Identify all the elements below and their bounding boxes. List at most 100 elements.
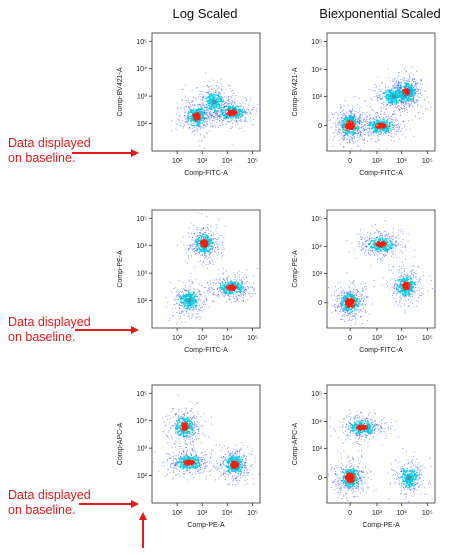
x-tick-label: 10⁴ — [396, 510, 407, 517]
y-tick-label: 0 — [318, 475, 322, 482]
scatter-plot-log-apc-pe: 10² 10³ 10⁴ 10⁵ 10² 10³ 10⁴ 10⁵ Comp-PE-A Comp-AP… — [117, 384, 261, 529]
dot-cloud — [171, 72, 259, 149]
population-1 — [229, 285, 234, 290]
y-tick-label: 10⁵ — [311, 391, 322, 398]
x-tick-label: 10³ — [372, 335, 383, 342]
x-tick-label: 10⁵ — [422, 510, 433, 517]
column-header-log: Log Scaled — [172, 6, 238, 21]
population-1 — [360, 425, 365, 430]
y-tick-label: 10⁵ — [136, 39, 147, 46]
population-2 — [403, 283, 409, 289]
plot-frame — [151, 32, 261, 152]
x-tick-label: 10³ — [197, 335, 208, 342]
x-tick-label: 10⁵ — [247, 510, 258, 517]
y-tick-label: 10⁵ — [136, 391, 147, 398]
plot-frame — [326, 384, 436, 504]
x-axis-label: Comp-PE-A — [362, 522, 400, 529]
annotation-line1: Data displayed — [8, 136, 91, 150]
population-2 — [403, 89, 409, 95]
baseline-annotation-2: Data displayed on baseline. — [8, 315, 91, 345]
x-tick-label: 10⁵ — [247, 335, 258, 342]
annotation-line1: Data displayed — [8, 315, 91, 329]
population-0 — [194, 114, 199, 119]
population-0 — [347, 475, 353, 480]
y-axis-label: Comp-APC-A — [117, 422, 124, 465]
annotation-line2: on baseline. — [8, 330, 76, 344]
plot-frame — [151, 384, 261, 504]
x-tick-label: 10³ — [372, 510, 383, 517]
x-tick-label: 10³ — [197, 510, 208, 517]
y-tick-label: 10⁴ — [136, 66, 147, 73]
scatter-plot-log-pe-fitc: 10² 10³ 10⁴ 10⁵ 10² 10³ 10⁴ 10⁵ Comp-FITC-A Comp-… — [117, 209, 261, 354]
plot-frame — [326, 209, 436, 329]
scatter-plot-biex-pe-fitc: 0 10³ 10⁴ 10⁵ 0 10³ 10⁴ 10⁵ Comp-FITC-A Comp-PE-A — [292, 209, 436, 354]
x-axis-label: Comp-FITC-A — [184, 347, 228, 354]
y-axis-label: Comp-BV421-A — [292, 67, 299, 116]
y-tick-label: 10³ — [137, 271, 148, 278]
x-tick-label: 0 — [348, 335, 352, 342]
x-tick-label: 10² — [172, 335, 183, 342]
annotation-line1: Data displayed — [8, 488, 91, 502]
y-tick-label: 10⁴ — [136, 243, 147, 250]
y-tick-label: 10² — [137, 121, 148, 128]
x-tick-label: 10⁵ — [422, 158, 433, 165]
population-0 — [202, 241, 207, 246]
y-tick-label: 10³ — [137, 446, 148, 453]
x-tick-label: 10⁵ — [247, 158, 258, 165]
scatter-plot-biex-apc-pe: 0 10³ 10⁴ 10⁵ 0 10³ 10⁴ 10⁵ Comp-PE-A Comp-APC-A — [292, 384, 436, 529]
column-header-biexponential: Biexponential Scaled — [319, 6, 441, 21]
y-tick-label: 10⁴ — [311, 419, 322, 426]
x-tick-label: 10³ — [197, 158, 208, 165]
x-tick-label: 10⁵ — [422, 335, 433, 342]
x-tick-label: 10⁴ — [222, 158, 233, 165]
population-3 — [391, 94, 397, 99]
plot-frame — [326, 32, 436, 152]
population-2 — [186, 298, 192, 303]
population-0 — [347, 123, 353, 128]
y-axis-label: Comp-PE-A — [117, 250, 124, 288]
population-2 — [407, 475, 412, 480]
x-tick-label: 10⁴ — [396, 158, 407, 165]
x-tick-label: 10² — [172, 158, 183, 165]
y-tick-label: 10² — [137, 473, 148, 480]
population-1 — [186, 460, 192, 465]
y-tick-label: 10³ — [312, 94, 323, 101]
y-tick-label: 10⁵ — [311, 216, 322, 223]
x-tick-label: 0 — [348, 158, 352, 165]
y-tick-label: 10⁵ — [136, 216, 147, 223]
y-tick-label: 0 — [318, 300, 322, 307]
population-1 — [378, 242, 384, 247]
scatter-plot-log-bv421-fitc: 10² 10³ 10⁴ 10⁵ 10² 10³ 10⁴ 10⁵ Comp-FITC-A Comp-… — [117, 32, 261, 177]
x-tick-label: 10³ — [372, 158, 383, 165]
y-tick-label: 10³ — [312, 446, 323, 453]
annotation-line2: on baseline. — [8, 151, 76, 165]
y-tick-label: 10⁴ — [136, 418, 147, 425]
x-axis-label: Comp-PE-A — [187, 522, 225, 529]
population-2 — [212, 100, 217, 105]
plot-frame — [151, 209, 261, 329]
y-tick-label: 10⁵ — [311, 39, 322, 46]
x-tick-label: 10⁴ — [222, 510, 233, 517]
y-tick-label: 10³ — [137, 94, 148, 101]
y-tick-label: 10⁴ — [311, 67, 322, 74]
x-tick-label: 10² — [172, 510, 183, 517]
annotation-line2: on baseline. — [8, 503, 76, 517]
population-1 — [229, 110, 234, 115]
x-tick-label: 10⁴ — [396, 335, 407, 342]
y-tick-label: 0 — [318, 123, 322, 130]
y-axis-label: Comp-BV421-A — [117, 67, 124, 116]
population-2 — [232, 462, 238, 467]
population-1 — [378, 123, 384, 128]
population-0 — [182, 424, 187, 429]
baseline-annotation-3: Data displayed on baseline. — [8, 488, 91, 518]
y-tick-label: 10³ — [312, 271, 323, 278]
x-axis-label: Comp-FITC-A — [359, 347, 403, 354]
y-axis-label: Comp-PE-A — [292, 250, 299, 288]
x-tick-label: 0 — [348, 510, 352, 517]
baseline-annotation-1: Data displayed on baseline. — [8, 136, 91, 166]
y-tick-label: 10² — [137, 298, 148, 305]
x-tick-label: 10⁴ — [222, 335, 233, 342]
y-axis-label: Comp-APC-A — [292, 422, 299, 465]
x-axis-label: Comp-FITC-A — [359, 170, 403, 177]
